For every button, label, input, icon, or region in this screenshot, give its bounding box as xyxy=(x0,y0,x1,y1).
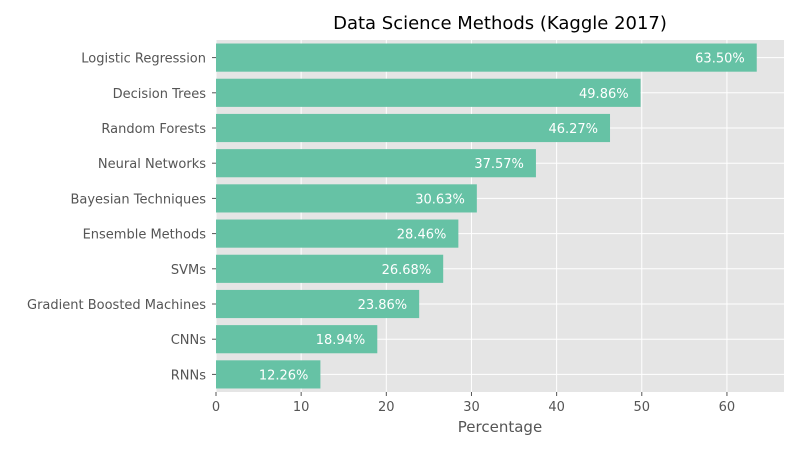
x-tick-labels: 0 10 20 30 40 50 60 xyxy=(212,392,735,415)
bar xyxy=(216,219,459,248)
y-tick-label: SVMs xyxy=(171,263,206,278)
y-tick-label: Gradient Boosted Machines xyxy=(27,298,206,313)
bar xyxy=(216,289,420,319)
bar-value-label: 49.86% xyxy=(579,87,629,102)
x-tick-label: 30 xyxy=(463,400,480,415)
x-axis-label: Percentage xyxy=(458,418,542,436)
bar-value-label: 18.94% xyxy=(316,333,366,348)
bar xyxy=(216,360,321,389)
bar-value-label: 26.68% xyxy=(382,263,432,278)
x-tick-label: 60 xyxy=(719,400,736,415)
bar-value-label: 23.86% xyxy=(358,298,408,313)
bar-value-label: 30.63% xyxy=(415,192,465,207)
bar xyxy=(216,149,536,178)
y-tick-label: Decision Trees xyxy=(113,87,207,102)
bar xyxy=(216,43,757,72)
bar xyxy=(216,78,641,107)
bar-value-label: 46.27% xyxy=(548,122,598,137)
x-tick-label: 20 xyxy=(378,400,395,415)
y-tick-label: RNNs xyxy=(171,368,206,383)
bar-value-label: 37.57% xyxy=(474,157,524,172)
bar-value-label: 63.50% xyxy=(695,52,745,67)
y-tick-label: Random Forests xyxy=(101,122,206,137)
y-tick-label: CNNs xyxy=(171,333,207,348)
chart-title: Data Science Methods (Kaggle 2017) xyxy=(333,13,667,34)
bar xyxy=(216,184,477,213)
bar-value-label: 12.26% xyxy=(259,368,309,383)
y-tick-label: Neural Networks xyxy=(98,157,206,172)
bars-group: 63.50% 49.86% 46.27% 37.57% 30.63% 28.46% 26.6… xyxy=(216,43,757,389)
bar xyxy=(216,113,611,143)
x-tick-label: 40 xyxy=(548,400,565,415)
y-tick-label: Bayesian Techniques xyxy=(70,192,206,207)
x-tick-label: 0 xyxy=(212,400,220,415)
x-tick-label: 50 xyxy=(634,400,651,415)
y-tick-label: Logistic Regression xyxy=(81,52,206,67)
x-tick-label: 10 xyxy=(293,400,310,415)
bar xyxy=(216,325,378,354)
y-tick-label: Ensemble Methods xyxy=(83,228,207,243)
y-tick-labels: Logistic Regression Decision Trees Random … xyxy=(27,52,216,383)
bar xyxy=(216,254,444,283)
bar-value-label: 28.46% xyxy=(397,228,447,243)
